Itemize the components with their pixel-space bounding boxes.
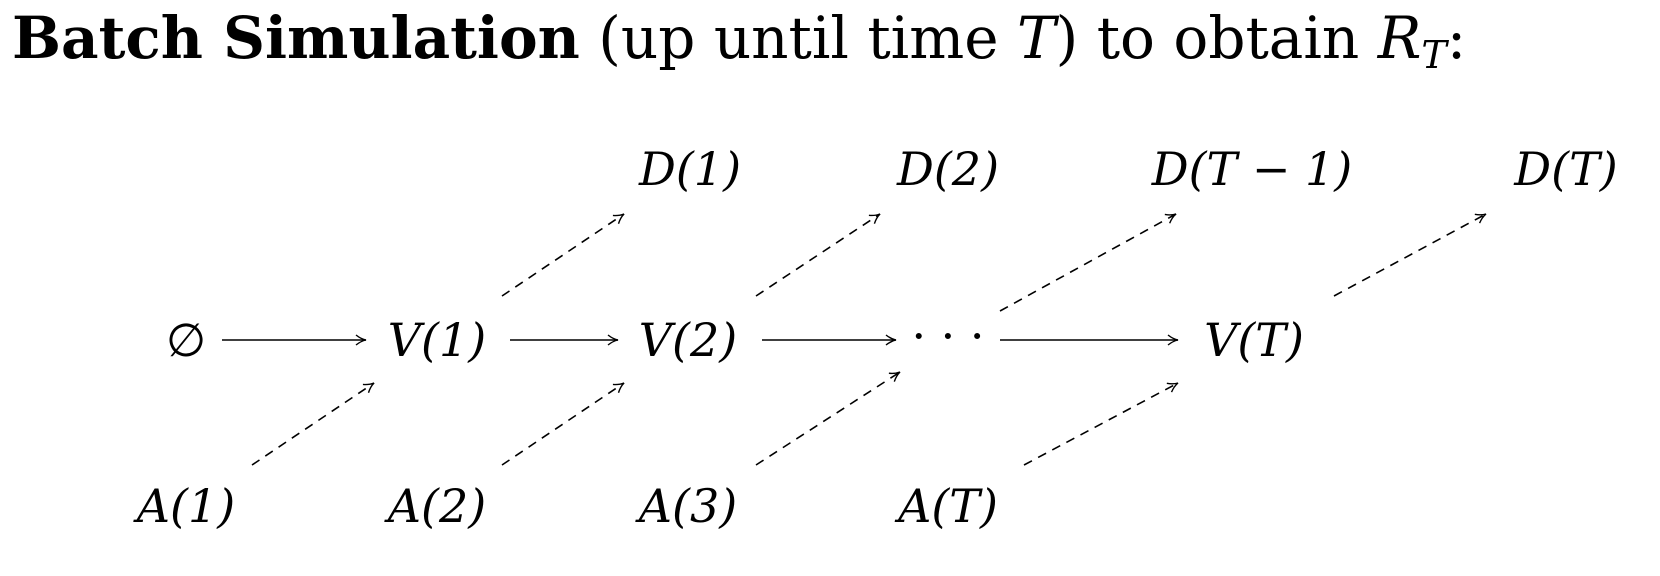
arrow-a1-to-v1	[251, 382, 375, 466]
heading-symbol-sub: T	[1421, 33, 1447, 77]
heading-T: T	[1016, 4, 1056, 72]
node-vT: V(T)	[1204, 313, 1304, 367]
node-d2: D(2)	[896, 142, 999, 196]
heading-symbol: R	[1377, 4, 1422, 72]
arrow-v1-to-d1	[501, 213, 625, 297]
node-dT: D(T)	[1513, 142, 1617, 196]
arrow-vT-to-dT	[1333, 213, 1487, 297]
node-a3: A(3)	[635, 479, 737, 533]
node-aT: A(T)	[894, 479, 998, 533]
node-v1: V(1)	[388, 313, 486, 367]
arrow-a3-to-dots	[755, 371, 901, 466]
heading-rest-suffix: ) to obtain	[1055, 4, 1378, 72]
arrow-dots-to-dTm1	[999, 213, 1177, 312]
arrow-aT-to-vT	[1023, 382, 1179, 466]
node-a1: A(1)	[133, 479, 235, 533]
node-v2: V(2)	[639, 313, 737, 367]
heading-colon: :	[1446, 4, 1467, 72]
node-d-T-minus-1: D(T − 1)	[1151, 142, 1353, 196]
heading-bold: Batch Simulation	[12, 4, 580, 72]
arrow-a2-to-v2	[501, 382, 625, 466]
arrow-v2-to-d2	[755, 213, 881, 297]
node-d1: D(1)	[638, 142, 741, 196]
node-empty-set: ∅	[166, 313, 206, 367]
node-a2: A(2)	[384, 479, 486, 533]
diagram-heading: Batch Simulation (up until time T) to ob…	[12, 4, 1466, 77]
node-dots: · · ·	[911, 309, 984, 363]
heading-rest-prefix: (up until time	[598, 4, 1017, 72]
